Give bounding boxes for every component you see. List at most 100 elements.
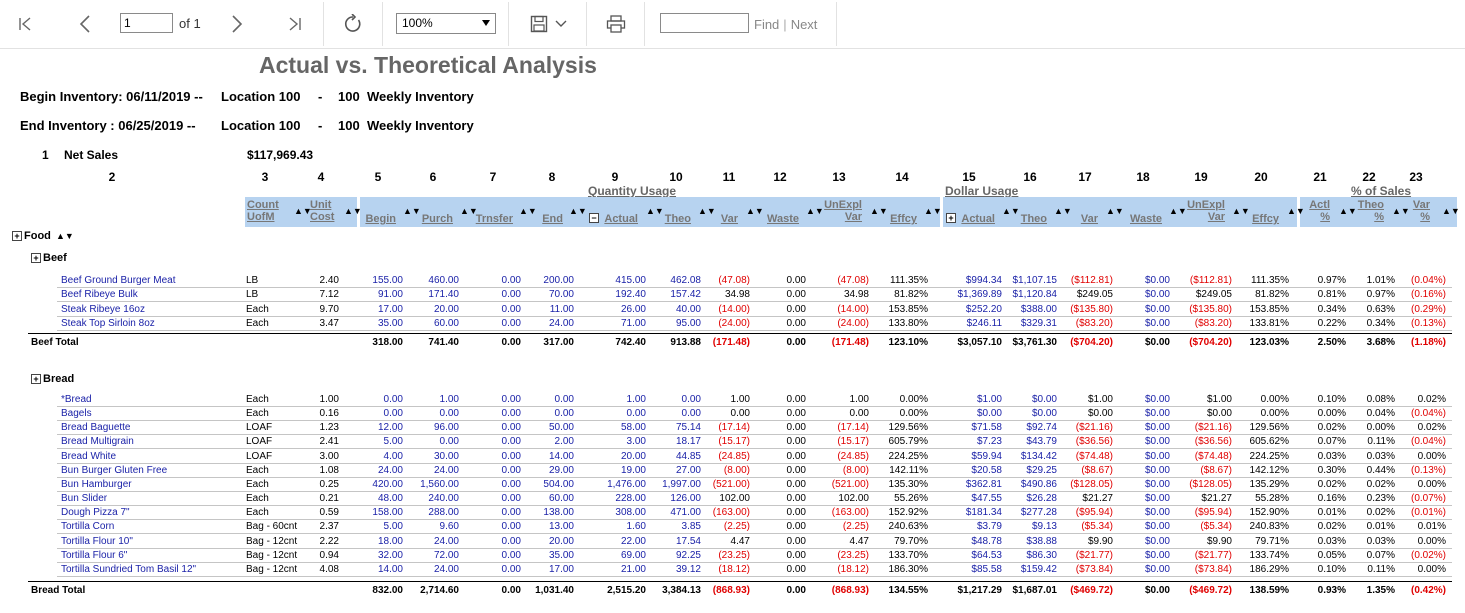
sort-icon[interactable]: ▲▼ xyxy=(806,207,824,216)
header-var[interactable]: Var xyxy=(720,213,738,225)
sort-icon[interactable]: ▲▼ xyxy=(403,207,421,216)
cell: ($704.20) xyxy=(1189,337,1232,348)
cell: (163.00) xyxy=(831,507,869,518)
sort-icon[interactable]: ▲▼ xyxy=(1106,207,1124,216)
expand-section-icon[interactable]: + xyxy=(31,374,41,384)
first-page-button[interactable] xyxy=(10,0,40,48)
find-link[interactable]: Find xyxy=(754,17,780,32)
header-var-pct[interactable]: Var% xyxy=(1413,199,1430,223)
cell: $249.05 xyxy=(1076,289,1113,300)
section-label: Beef xyxy=(43,252,67,264)
sort-icon[interactable]: ▲▼ xyxy=(460,207,478,216)
header-trnsfer[interactable]: Trnsfer xyxy=(475,213,513,225)
zoom-select[interactable]: 100% xyxy=(396,13,496,34)
cell: $994.34 xyxy=(965,275,1002,286)
cell: $0.00 xyxy=(1144,493,1170,504)
cell: $0.00 xyxy=(1144,318,1170,329)
row-label[interactable]: Steak Ribeye 16oz xyxy=(61,304,145,315)
row-label[interactable]: Tortilla Flour 10" xyxy=(61,536,133,547)
header-d-waste[interactable]: Waste xyxy=(1130,213,1162,225)
header-theo-pct[interactable]: Theo% xyxy=(1358,199,1384,223)
cell: $3,057.10 xyxy=(957,337,1003,348)
header-count-uofm[interactable]: Count UofM xyxy=(247,199,279,223)
sort-icon[interactable]: ▲▼ xyxy=(1287,207,1305,216)
cell: 0.00 xyxy=(383,408,403,419)
cell: (15.17) xyxy=(837,436,869,447)
header-theo[interactable]: Theo xyxy=(664,213,691,225)
header-unexpl-var[interactable]: UnExpl Var xyxy=(824,199,862,223)
header-d-actual[interactable]: Actual xyxy=(961,213,995,225)
sort-icon[interactable]: ▲▼ xyxy=(519,207,537,216)
cell: 0.00 xyxy=(501,289,521,300)
row-label[interactable]: Tortilla Corn xyxy=(61,521,115,532)
print-button[interactable] xyxy=(601,0,631,48)
header-waste[interactable]: Waste xyxy=(767,213,799,225)
header-purch[interactable]: Purch xyxy=(421,213,453,225)
cell: 0.00 xyxy=(786,479,806,490)
cell: LB xyxy=(246,289,259,300)
row-label[interactable]: Steak Top Sirloin 8oz xyxy=(61,318,155,329)
sort-icon[interactable]: ▲▼ xyxy=(870,207,888,216)
row-label[interactable]: *Bread xyxy=(61,394,92,405)
sort-icon[interactable]: ▲▼ xyxy=(1339,207,1357,216)
header-d-theo[interactable]: Theo xyxy=(1020,213,1047,225)
sort-icon[interactable]: ▲▼ xyxy=(1054,207,1072,216)
row-label[interactable]: Bread Baguette xyxy=(61,422,131,433)
export-button[interactable] xyxy=(524,0,574,48)
header-d-effcy[interactable]: Effcy xyxy=(1252,213,1279,225)
row-label[interactable]: Bun Hamburger xyxy=(61,479,132,490)
sort-icon[interactable]: ▲▼ xyxy=(924,207,942,216)
row-label[interactable]: Bread White xyxy=(61,451,117,462)
sort-icon[interactable]: ▲▼ xyxy=(1442,207,1460,216)
find-input[interactable] xyxy=(660,13,749,33)
cell: $0.00 xyxy=(1144,585,1170,596)
page-number-input[interactable]: 1 xyxy=(120,13,173,33)
sort-icon[interactable]: ▲▼ xyxy=(1392,207,1410,216)
row-label[interactable]: Bagels xyxy=(61,408,92,419)
previous-page-button[interactable] xyxy=(70,0,100,48)
next-link[interactable]: Next xyxy=(790,17,818,32)
cell: 35.00 xyxy=(377,318,403,329)
header-actual[interactable]: Actual xyxy=(604,213,638,225)
sort-icon[interactable]: ▲▼ xyxy=(698,207,716,216)
last-page-button[interactable] xyxy=(280,0,310,48)
cell: 0.00 xyxy=(786,507,806,518)
header-d-unexpl-var[interactable]: UnExpl Var xyxy=(1187,199,1225,223)
sort-icon[interactable]: ▲▼ xyxy=(294,207,312,216)
header-end[interactable]: End xyxy=(542,213,563,225)
cell: 605.79% xyxy=(888,436,928,447)
expand-dollar-icon[interactable]: + xyxy=(946,213,956,223)
cell: $0.00 xyxy=(1144,289,1170,300)
header-line: Theo xyxy=(1357,199,1384,211)
row-label[interactable]: Bread Multigrain xyxy=(61,436,134,447)
next-page-button[interactable] xyxy=(222,0,252,48)
collapse-quantity-icon[interactable]: − xyxy=(589,213,599,223)
header-d-var[interactable]: Var xyxy=(1080,213,1098,225)
header-actl-pct[interactable]: Actl% xyxy=(1309,199,1330,223)
sort-icon[interactable]: ▲▼ xyxy=(1002,207,1020,216)
sort-icon[interactable]: ▲▼ xyxy=(646,207,664,216)
row-label[interactable]: Tortilla Sundried Tom Basil 12" xyxy=(61,564,197,575)
cell: (47.08) xyxy=(718,275,750,286)
header-begin[interactable]: Begin xyxy=(365,213,396,225)
sort-icon[interactable]: ▲▼ xyxy=(1232,207,1250,216)
sort-icon[interactable]: ▲▼ xyxy=(569,207,587,216)
sort-icon[interactable]: ▲▼ xyxy=(344,207,362,216)
header-unit-cost[interactable]: Unit Cost xyxy=(310,199,334,223)
row-label[interactable]: Beef Ground Burger Meat xyxy=(61,275,176,286)
expand-food-icon[interactable]: + xyxy=(12,231,22,241)
sort-icon[interactable]: ▲▼ xyxy=(1169,207,1187,216)
refresh-button[interactable] xyxy=(338,0,368,48)
row-label[interactable]: Dough Pizza 7" xyxy=(61,507,130,518)
header-effcy[interactable]: Effcy xyxy=(890,213,917,225)
sort-icon[interactable]: ▲▼ xyxy=(746,207,764,216)
row-label[interactable]: Bun Slider xyxy=(61,493,108,504)
row-label[interactable]: Tortilla Flour 6" xyxy=(61,550,128,561)
row-label[interactable]: Bun Burger Gluten Free xyxy=(61,465,168,476)
cell: 224.25% xyxy=(888,451,928,462)
begin-inventory-name: Weekly Inventory xyxy=(367,89,474,104)
row-label[interactable]: Beef Ribeye Bulk xyxy=(61,289,138,300)
sort-food-icon[interactable]: ▲▼ xyxy=(56,231,74,241)
expand-section-icon[interactable]: + xyxy=(31,253,41,263)
header-line: Var xyxy=(1207,211,1225,223)
